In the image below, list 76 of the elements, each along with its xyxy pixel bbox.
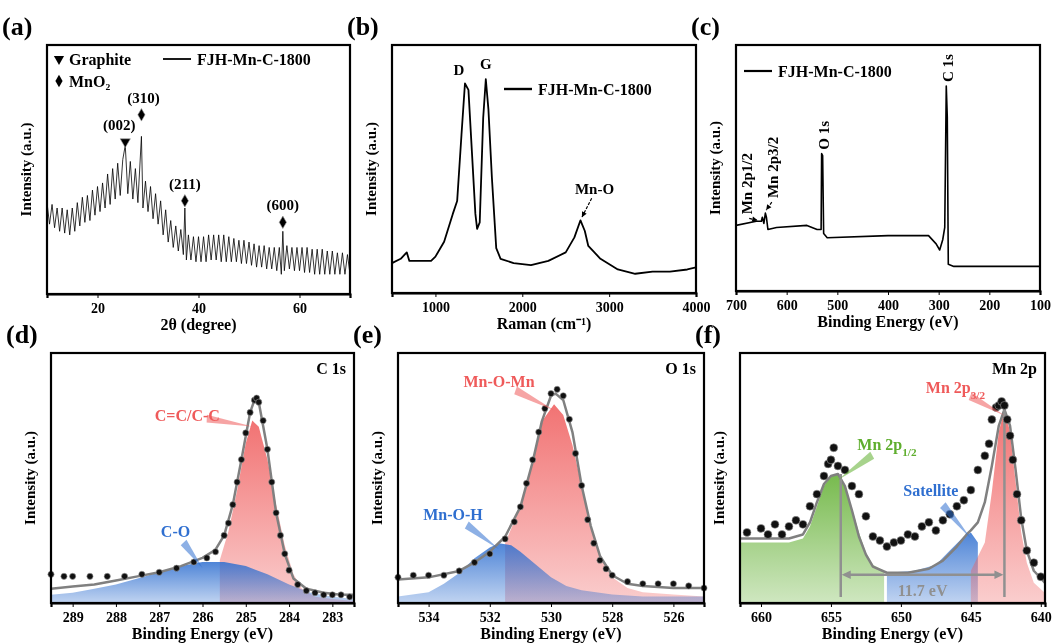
x-axis-title: Binding Energy (eV): [480, 625, 622, 643]
legend-label: MnO₂: [69, 72, 111, 90]
x-axis-title: Binding Energy (eV): [821, 625, 964, 643]
x-axis-title: Raman (cm⁻¹): [496, 315, 592, 333]
x-tick-label: 526: [663, 609, 685, 625]
series-label: C-O: [160, 523, 191, 541]
annotation: (310): [127, 89, 160, 107]
x-tick-label: 200: [979, 297, 1001, 313]
annotation: Mn 2p3/2: [765, 136, 782, 199]
x-tick-label: 2000: [508, 299, 537, 315]
x-axis-title: 2θ (degree): [160, 316, 237, 334]
series-label: Mn 2p$_{3/2}$: [925, 379, 986, 402]
text: O 1s: [665, 360, 696, 377]
annotation: (211): [169, 175, 201, 193]
legend-label: FJH-Mn-C-1800: [197, 50, 311, 68]
x-tick-label: 4000: [682, 299, 711, 315]
chart-title: (a): [2, 12, 33, 41]
x-tick-label: 528: [602, 609, 624, 625]
series-label: C=C/C-C: [154, 406, 220, 424]
x-axis-title: Binding Energy (eV): [131, 625, 274, 643]
x-tick-label: 1000: [421, 299, 450, 315]
x-axis-title: Binding Energy (eV): [817, 313, 959, 331]
chart-title: (c): [691, 12, 720, 41]
x-tick-label: 500: [827, 297, 849, 313]
annotation: C 1s: [940, 53, 957, 82]
x-tick-label: 534: [418, 609, 440, 625]
x-tick-label: 655: [820, 609, 842, 625]
y-axis-title: Intensity (a.u.): [707, 121, 724, 215]
legend-label: Graphite: [69, 50, 132, 69]
chart-title: (e): [353, 320, 382, 349]
y-axis-title: Intensity (a.u.): [22, 431, 39, 525]
x-tick-label: 532: [479, 609, 501, 625]
x-tick-label: 286: [192, 609, 214, 625]
x-tick-label: 530: [541, 609, 562, 625]
y-axis-title: Intensity (a.u.): [369, 431, 386, 525]
x-tick-label: 20: [91, 300, 105, 316]
x-tick-label: 284: [279, 609, 301, 625]
annotation: G: [479, 56, 492, 73]
x-tick-label: 700: [726, 297, 747, 313]
x-tick-label: 100: [1030, 297, 1051, 313]
x-tick-label: 300: [928, 297, 950, 313]
x-tick-label: 600: [776, 297, 798, 313]
text: Satellite: [903, 482, 959, 500]
annotation: 11.7 eV: [897, 581, 948, 599]
chart-title: (b): [347, 12, 379, 41]
series-label: Mn 2p$_{1/2}$: [857, 435, 917, 458]
legend-label: FJH-Mn-C-1800: [538, 80, 652, 98]
text: Mn 2p: [992, 360, 1038, 378]
x-tick-label: 650: [890, 609, 912, 625]
annotation: D: [453, 62, 465, 79]
x-tick-label: 660: [750, 609, 772, 625]
y-axis-title: Intensity (a.u.): [363, 122, 380, 216]
x-tick-label: 285: [235, 609, 257, 625]
x-tick-label: 640: [1030, 609, 1052, 625]
annotation: O 1s: [815, 120, 832, 150]
chart-title: (f): [695, 320, 721, 349]
legend-label: FJH-Mn-C-1800: [778, 62, 892, 80]
y-axis-title: Intensity (a.u.): [711, 431, 728, 525]
x-tick-label: 287: [149, 609, 171, 625]
annotation: Mn-O: [574, 181, 615, 198]
text: C 1s: [316, 360, 346, 377]
x-tick-label: 60: [293, 300, 307, 316]
series-label: Mn-O-H: [423, 506, 484, 524]
y-axis-title: Intensity (a.u.): [18, 122, 35, 217]
x-tick-label: 645: [960, 609, 982, 625]
x-tick-label: 3000: [595, 299, 624, 315]
annotation: Mn 2p1/2: [738, 153, 755, 215]
annotation: (002): [103, 116, 136, 134]
annotation: (600): [266, 197, 300, 215]
x-tick-label: 40: [192, 300, 206, 316]
x-tick-label: 289: [62, 609, 84, 625]
x-tick-label: 288: [105, 609, 127, 625]
x-tick-label: 283: [322, 609, 344, 625]
series-label: Mn-O-Mn: [463, 373, 535, 391]
chart-title: (d): [6, 320, 38, 349]
x-tick-label: 400: [878, 297, 899, 313]
